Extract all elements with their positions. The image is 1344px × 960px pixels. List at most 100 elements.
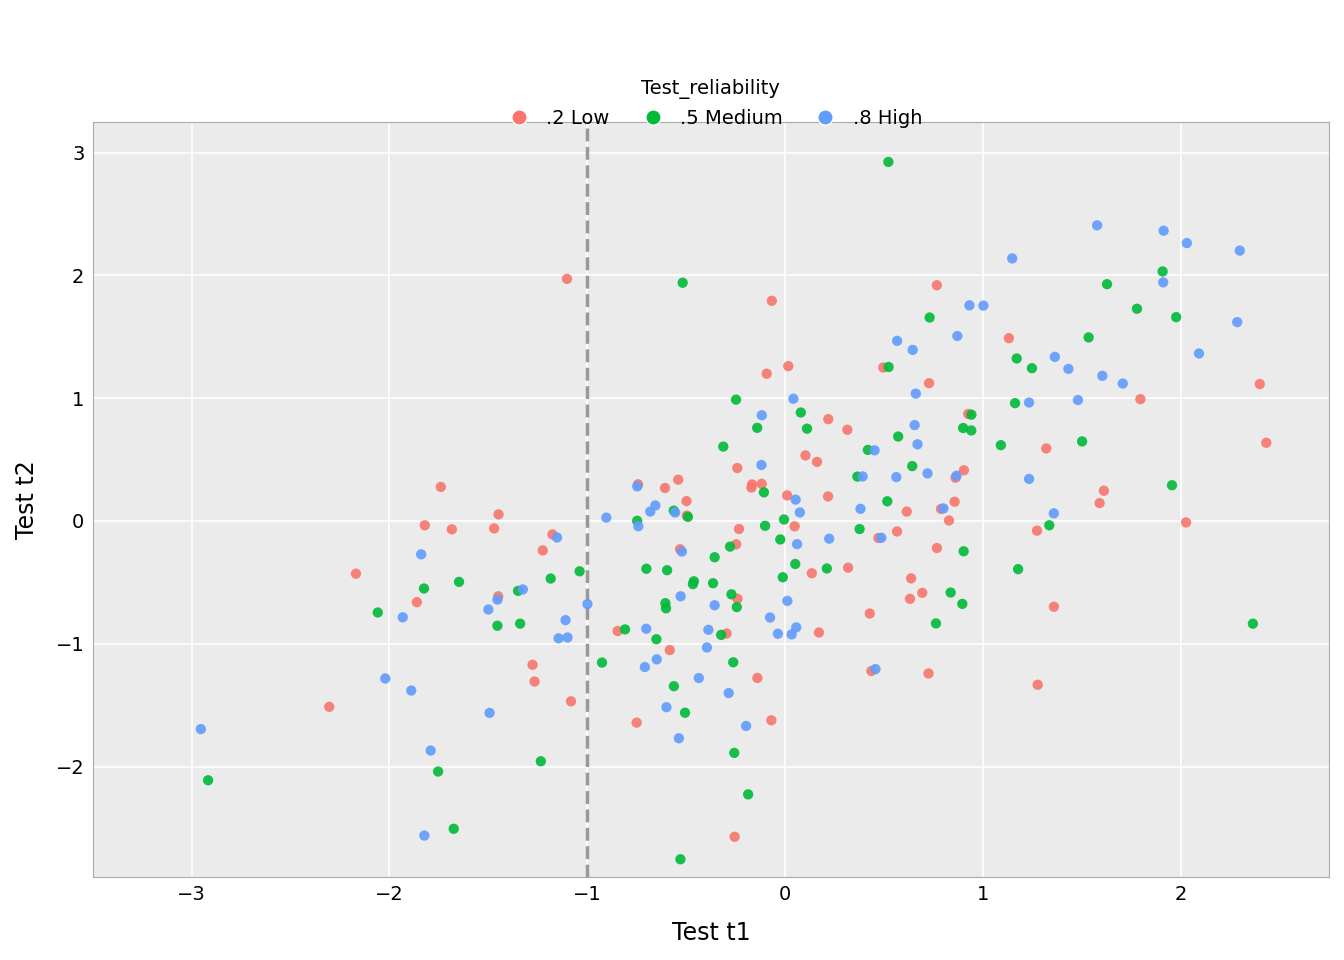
.5 Medium	[1021, 361, 1043, 376]
.8 High	[392, 610, 414, 625]
.2 Low	[741, 480, 762, 495]
.5 Medium	[790, 405, 812, 420]
.2 Low	[742, 477, 763, 492]
.8 High	[577, 596, 598, 612]
.5 Medium	[1161, 477, 1183, 492]
.5 Medium	[1039, 517, 1060, 533]
.5 Medium	[878, 155, 899, 170]
.2 Low	[484, 520, 505, 536]
.5 Medium	[887, 429, 909, 444]
.5 Medium	[487, 618, 508, 634]
.8 High	[852, 468, 874, 484]
.2 Low	[542, 527, 563, 542]
.8 High	[1043, 506, 1064, 521]
.5 Medium	[754, 518, 775, 534]
.8 High	[767, 626, 789, 641]
.2 Low	[1093, 483, 1114, 498]
.8 High	[410, 546, 431, 562]
.5 Medium	[656, 563, 677, 578]
.8 High	[905, 386, 926, 401]
.2 Low	[414, 517, 435, 533]
.8 High	[419, 743, 441, 758]
.2 Low	[727, 591, 749, 607]
.5 Medium	[785, 556, 806, 571]
.2 Low	[430, 479, 452, 494]
.8 High	[704, 597, 726, 612]
.8 High	[401, 683, 422, 698]
.5 Medium	[1005, 350, 1027, 366]
.5 Medium	[509, 616, 531, 632]
.8 High	[864, 661, 886, 677]
.8 High	[864, 443, 886, 458]
.2 Low	[726, 537, 747, 552]
.8 High	[958, 298, 980, 313]
.5 Medium	[939, 585, 961, 600]
.8 High	[1188, 346, 1210, 361]
.5 Medium	[723, 745, 745, 760]
.8 High	[781, 627, 802, 642]
.2 Low	[655, 480, 676, 495]
.2 Low	[886, 524, 907, 540]
.5 Medium	[925, 615, 946, 631]
.2 Low	[319, 699, 340, 714]
.5 Medium	[770, 532, 792, 547]
.5 Medium	[413, 581, 434, 596]
.2 Low	[953, 463, 974, 478]
.8 High	[634, 660, 656, 675]
.5 Medium	[683, 576, 704, 591]
.2 Low	[918, 666, 939, 682]
.5 Medium	[669, 852, 691, 867]
.5 Medium	[569, 564, 590, 579]
.8 High	[917, 466, 938, 481]
.8 High	[1044, 349, 1066, 365]
.2 Low	[727, 461, 749, 476]
.2 Low	[808, 625, 829, 640]
.5 Medium	[849, 521, 871, 537]
.5 Medium	[523, 876, 544, 892]
.5 Medium	[1126, 301, 1148, 317]
.2 Low	[488, 507, 509, 522]
.2 Low	[999, 330, 1020, 346]
.5 Medium	[507, 583, 528, 598]
.8 High	[487, 592, 508, 608]
.5 Medium	[656, 601, 677, 616]
.8 High	[595, 510, 617, 525]
.8 High	[973, 298, 995, 313]
.2 Low	[728, 521, 750, 537]
.8 High	[668, 731, 689, 746]
.5 Medium	[1078, 329, 1099, 345]
.2 Low	[837, 560, 859, 575]
.2 Low	[957, 406, 978, 421]
.2 Low	[778, 358, 800, 373]
.2 Low	[1175, 515, 1196, 530]
.5 Medium	[726, 599, 747, 614]
.2 Low	[806, 454, 828, 469]
.5 Medium	[1071, 434, 1093, 449]
.2 Low	[668, 472, 689, 488]
.5 Medium	[878, 359, 899, 374]
.5 Medium	[704, 549, 726, 564]
.5 Medium	[773, 512, 794, 527]
.8 High	[933, 501, 954, 516]
.2 Low	[808, 877, 829, 893]
.2 Low	[784, 518, 805, 534]
.2 Low	[859, 606, 880, 621]
.5 Medium	[771, 569, 793, 585]
.2 Low	[1035, 441, 1056, 456]
Y-axis label: Test t2: Test t2	[15, 460, 39, 539]
.5 Medium	[540, 571, 562, 587]
.2 Low	[896, 504, 918, 519]
.2 Low	[761, 293, 782, 308]
.5 Medium	[683, 574, 704, 589]
.5 Medium	[1008, 562, 1030, 577]
.5 Medium	[1097, 276, 1118, 292]
.2 Low	[872, 360, 894, 375]
.5 Medium	[738, 786, 759, 802]
.8 High	[786, 537, 808, 552]
.8 High	[671, 544, 692, 560]
.2 Low	[817, 412, 839, 427]
.8 High	[718, 685, 739, 701]
.5 Medium	[753, 485, 774, 500]
.8 High	[751, 408, 773, 423]
.2 Low	[1043, 599, 1064, 614]
